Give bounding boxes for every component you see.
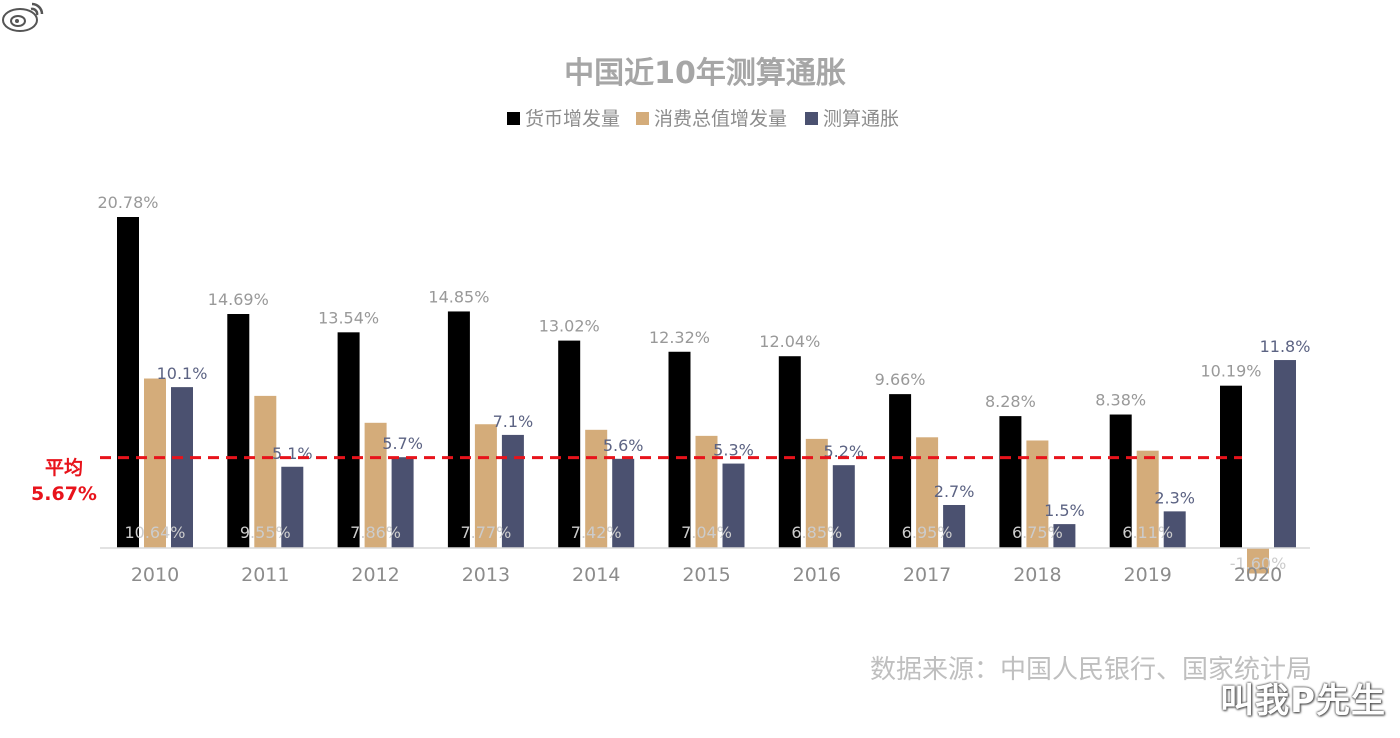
data-label-s0-2011: 14.69% [208,290,269,309]
data-label-s0-2020: 10.19% [1200,362,1261,381]
legend-swatch-0 [507,112,520,125]
x-tick-2016: 2016 [793,564,841,586]
data-label-s0-2012: 13.54% [318,308,379,327]
bar-s1-2011 [254,395,277,548]
bar-s2-2015 [722,463,745,548]
data-label-s1-2013: 7.77% [460,523,511,542]
bar-s2-2010 [171,387,193,548]
bar-s0-2011 [227,314,250,548]
bar-s0-2017 [889,394,912,548]
x-tick-labels: 2010 2011 2012 2013 2014 2015 2016 2017 2018 2019… [131,564,1282,586]
legend: 货币增发量 消费总值增发量 测算通胀 [507,108,899,130]
bar-s1-2017 [916,437,939,548]
legend-swatch-2 [805,112,818,125]
data-label-s2-2019: 2.3% [1154,488,1195,507]
bar-s0-2014 [558,340,581,548]
chart-title: 中国近10年测算通胀 [564,56,846,91]
bar-s1-2016 [805,438,828,548]
average-label-title: 平均 [45,456,83,479]
bar-s1-2012 [364,422,387,548]
x-tick-2013: 2013 [462,564,510,586]
bar-s0-2013 [447,311,470,548]
bars [117,217,1296,574]
data-label-s2-2010: 10.1% [157,364,208,383]
bar-s2-2019 [1163,511,1186,548]
average-line-group: 平均 5.67% [31,456,1242,505]
bar-s1-2015 [695,435,718,548]
data-label-s2-2017: 2.7% [934,482,975,501]
bar-s1-2013 [474,424,497,548]
average-label-value: 5.67% [31,483,97,505]
data-label-s0-2014: 13.02% [539,317,600,336]
data-label-s2-2018: 1.5% [1044,501,1085,520]
bar-s0-2015 [668,351,691,548]
data-label-s0-2010: 20.78% [97,193,158,212]
legend-label-0: 货币增发量 [525,108,620,130]
bar-s2-2020 [1274,360,1296,548]
bar-s0-2018 [999,416,1022,548]
data-label-s2-2014: 5.6% [603,436,644,455]
data-label-s1-2010: 10.64% [124,523,185,542]
data-label-s1-2011: 9.55% [240,523,291,542]
bar-s0-2016 [778,356,801,548]
x-tick-2020: 2020 [1234,564,1282,586]
data-label-s2-2020: 11.8% [1260,337,1311,356]
data-label-s0-2016: 12.04% [759,332,820,351]
bar-s2-2011 [281,466,304,548]
legend-label-2: 测算通胀 [823,108,899,130]
data-label-s2-2011: 5.1% [272,444,313,463]
bar-s2-2013 [501,434,524,548]
x-tick-2014: 2014 [572,564,620,586]
data-label-s1-2020: -1.60% [1230,554,1287,573]
data-label-s1-2015: 7.04% [681,523,732,542]
data-label-s1-2012: 7.86% [350,523,401,542]
data-label-s2-2015: 5.3% [713,441,754,460]
data-label-s2-2013: 7.1% [493,412,534,431]
x-tick-2017: 2017 [903,564,951,586]
bar-s0-2012 [337,332,360,548]
legend-label-1: 消费总值增发量 [654,108,787,130]
bar-s1-2018 [1026,440,1049,548]
x-tick-2015: 2015 [682,564,730,586]
data-labels: 20.78% 10.64% 10.1% 14.69% 9.55% 5.1% 13.54% 7.… [97,193,1310,573]
data-label-s0-2018: 8.28% [985,392,1036,411]
source-note: 数据来源：中国人民银行、国家统计局 [870,655,1312,685]
x-tick-2011: 2011 [241,564,289,586]
bar-s1-2019 [1136,450,1159,548]
data-label-s1-2017: 6.95% [902,523,953,542]
data-label-s0-2019: 8.38% [1095,391,1146,410]
data-label-s1-2014: 7.42% [571,523,622,542]
data-label-s2-2016: 5.2% [823,442,864,461]
bar-s2-2016 [832,465,855,548]
data-label-s0-2013: 14.85% [428,287,489,306]
bar-s2-2014 [612,458,635,548]
bar-s2-2017 [943,504,966,548]
x-tick-2019: 2019 [1124,564,1172,586]
x-tick-2010: 2010 [131,564,179,586]
data-label-s1-2019: 6.11% [1122,523,1173,542]
data-label-s0-2017: 9.66% [875,370,926,389]
bar-s0-2020 [1220,385,1242,548]
data-label-s1-2018: 6.75% [1012,523,1063,542]
bar-s1-2010 [144,378,166,548]
bar-s1-2020 [1247,548,1269,574]
data-label-s1-2016: 6.85% [791,523,842,542]
x-tick-2018: 2018 [1013,564,1061,586]
bar-s0-2010 [117,217,139,548]
bar-s2-2012 [391,457,414,548]
bar-s1-2014 [585,429,608,548]
bar-s2-2018 [1053,524,1076,548]
data-label-s2-2012: 5.7% [382,434,423,453]
data-label-s0-2015: 12.32% [649,328,710,347]
bar-s0-2019 [1109,414,1132,548]
legend-swatch-1 [636,112,649,125]
watermark: 叫我P先生 [1220,681,1386,721]
x-tick-2012: 2012 [351,564,399,586]
weibo-logo-icon [2,2,44,32]
